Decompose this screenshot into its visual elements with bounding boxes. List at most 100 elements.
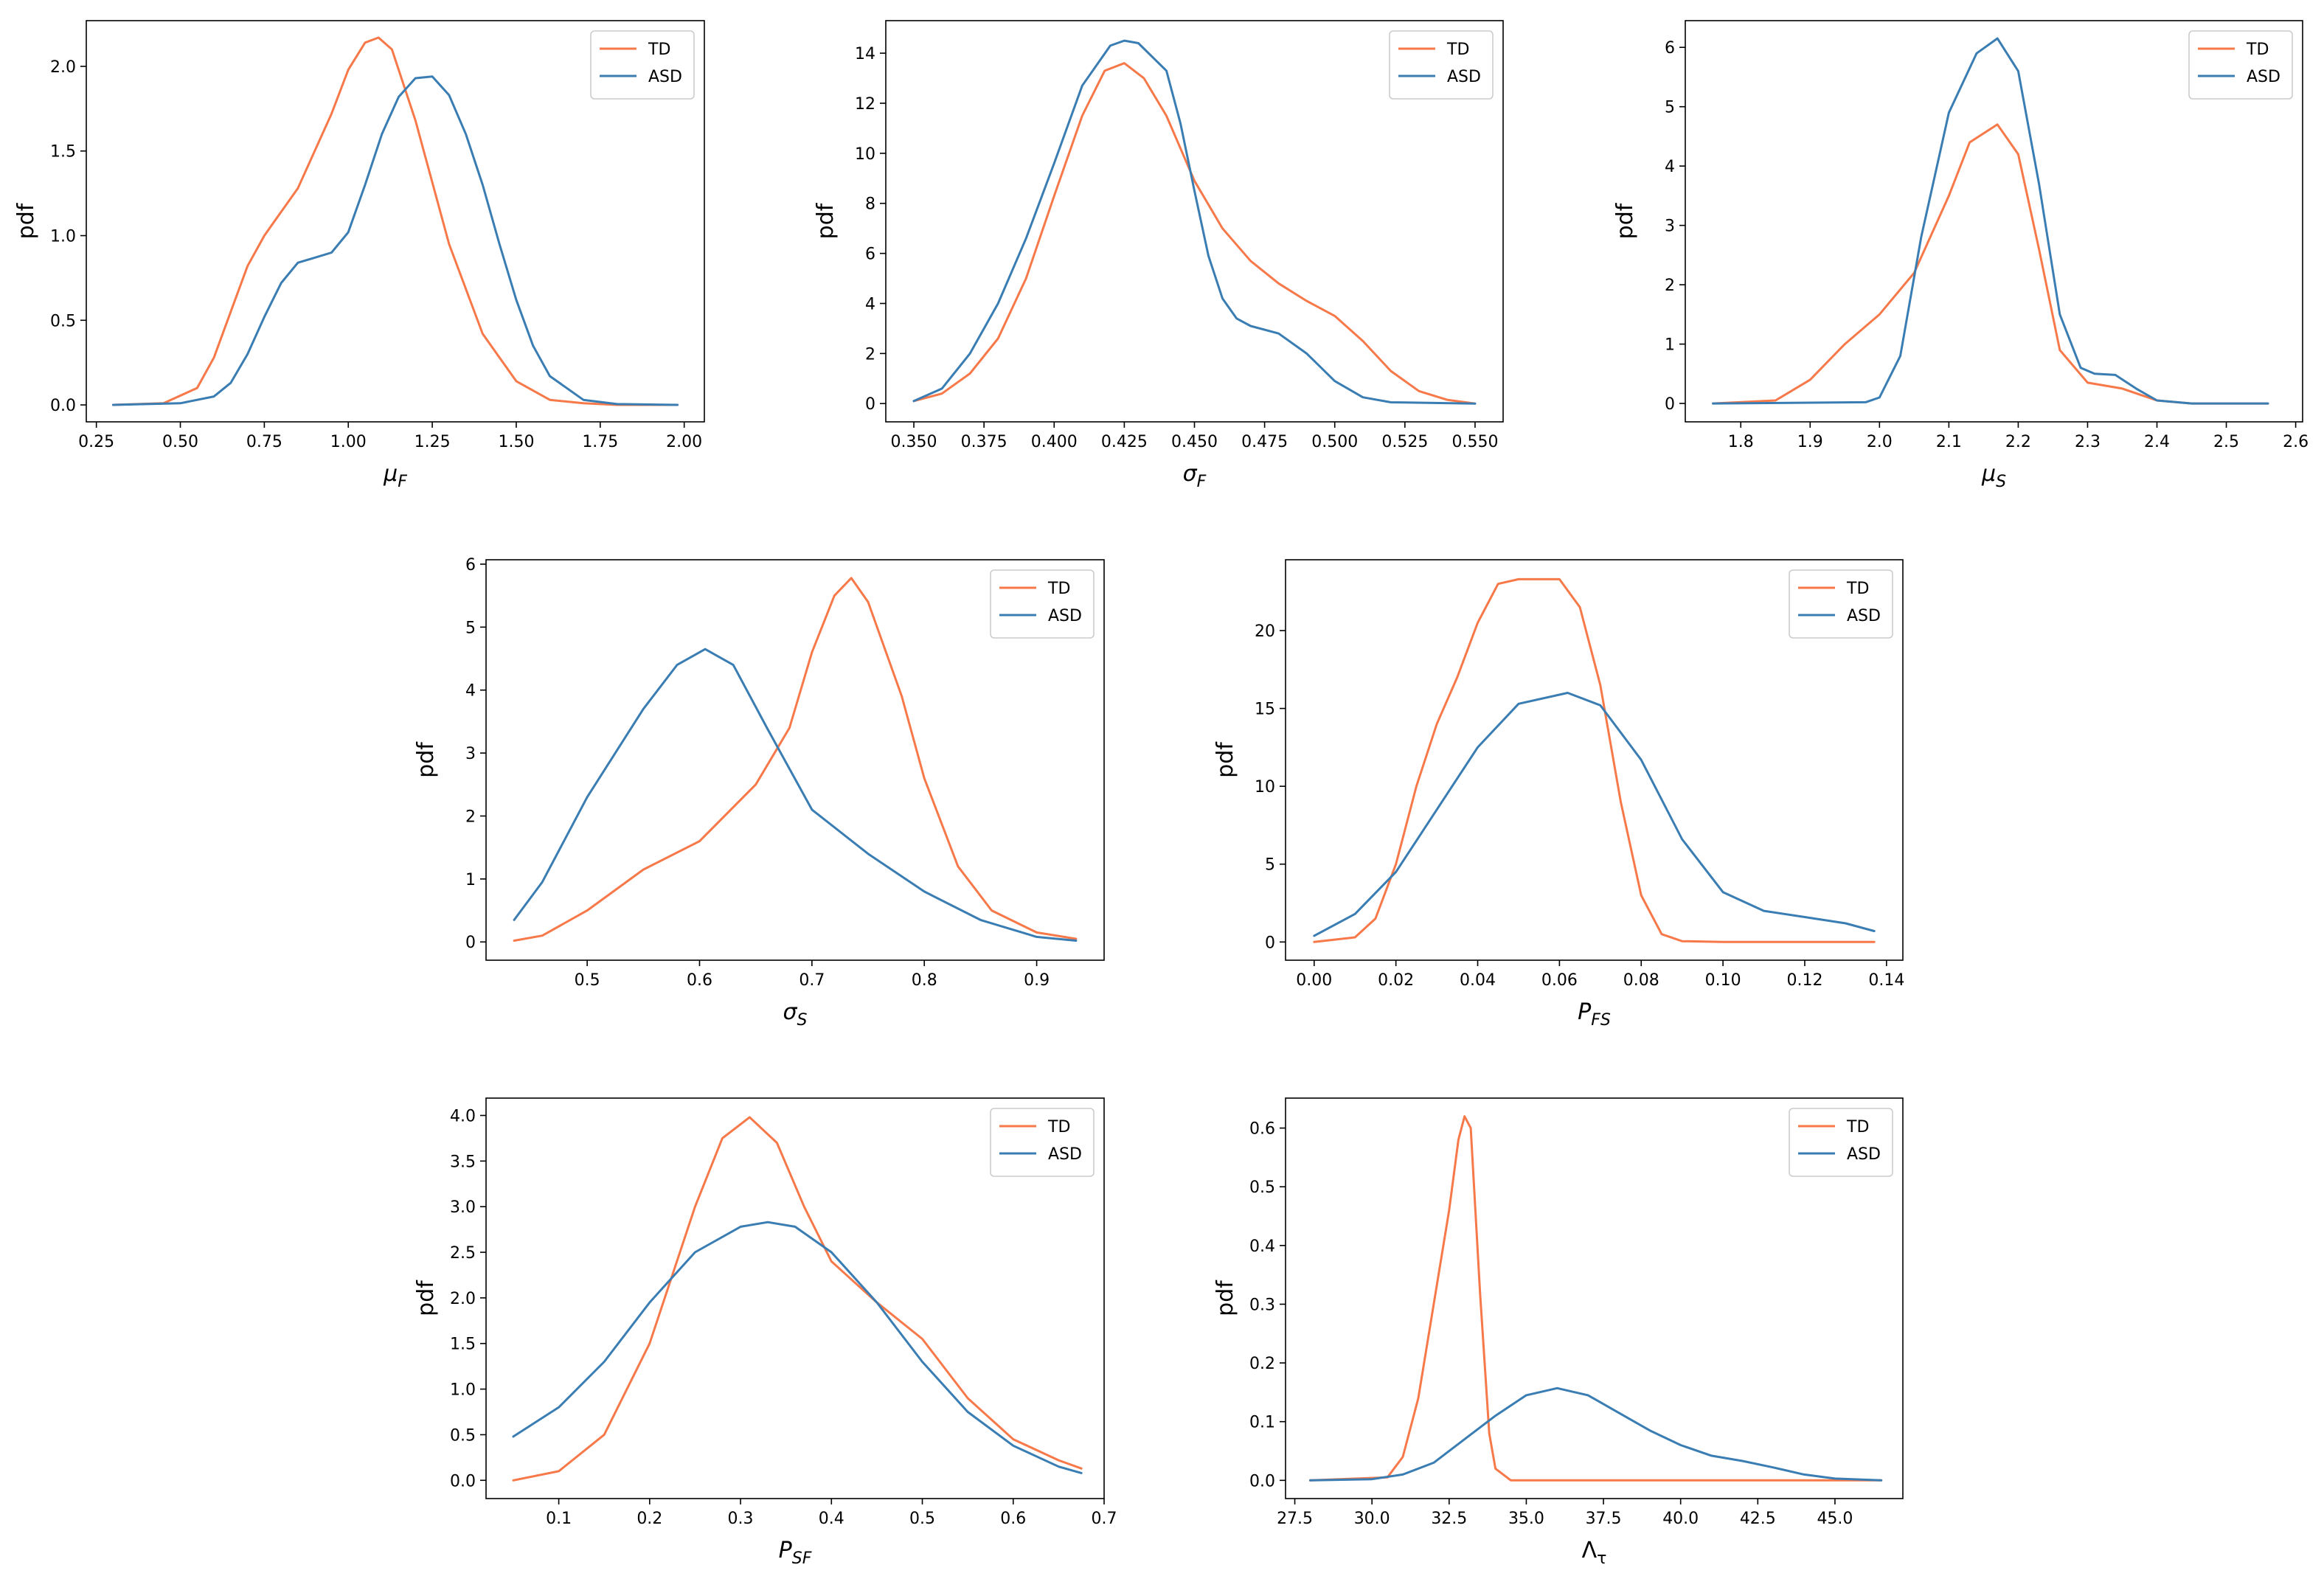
y-tick-label: 4	[865, 295, 875, 313]
y-tick-label: 10	[855, 145, 875, 164]
legend-box	[2188, 30, 2293, 100]
y-tick-label: 0.2	[1249, 1355, 1275, 1373]
y-tick-label: 1.5	[50, 143, 76, 162]
legend-label-asd: ASD	[1847, 1145, 1881, 1164]
chart-panel-7: 27.5 30.0 32.5 35.0 37.5 40.0 42.5 45.0 0.0 0.1 0.…	[1213, 1097, 1904, 1568]
legend-label-td: TD	[1846, 1118, 1869, 1136]
x-axis-label: Λτ	[1582, 1538, 1607, 1568]
legend-box	[590, 30, 695, 100]
y-tick-label: 1	[465, 871, 476, 889]
y-tick-label: 0.5	[450, 1426, 476, 1445]
legend: TD ASD	[1789, 569, 1893, 639]
y-tick-label: 5	[1665, 99, 1675, 117]
y-axis-label: pdf	[413, 741, 439, 778]
x-tick-label: 45.0	[1817, 1510, 1853, 1528]
y-tick-label: 20	[1255, 622, 1275, 641]
y-tick-label: 0.1	[1249, 1414, 1275, 1432]
legend-box	[1789, 569, 1893, 639]
legend-label-asd: ASD	[1847, 607, 1881, 625]
y-tick-label: 3.0	[450, 1198, 476, 1217]
y-tick-label: 15	[1255, 701, 1275, 719]
x-tick-label: 1.75	[582, 433, 618, 451]
y-tick-label: 3.5	[450, 1153, 476, 1171]
legend: TD ASD	[2188, 30, 2293, 100]
x-tick-label: 27.5	[1277, 1510, 1313, 1528]
y-tick-label: 2.5	[450, 1244, 476, 1263]
series-line-asd	[512, 1221, 1083, 1474]
y-tick-label: 0.0	[450, 1472, 476, 1490]
x-axis-label: μF	[383, 461, 407, 491]
legend-label-td: TD	[1047, 580, 1070, 598]
x-tick-label: 1.9	[1797, 433, 1823, 451]
y-axis-label: pdf	[13, 202, 39, 239]
y-axis-label: pdf	[413, 1280, 439, 1316]
legend: TD ASD	[590, 30, 695, 100]
series-line-asd	[912, 39, 1477, 405]
x-tick-label: 2.1	[1936, 433, 1962, 451]
x-tick-label: 0.10	[1705, 971, 1741, 990]
y-axis-label: pdf	[1612, 202, 1638, 239]
x-tick-label: 0.375	[961, 433, 1007, 451]
series-line-td	[1309, 1115, 1883, 1482]
x-tick-label: 2.3	[2075, 433, 2101, 451]
legend-label-asd: ASD	[2247, 68, 2280, 86]
y-tick-label: 1	[1665, 336, 1675, 355]
y-axis-label: pdf	[1213, 1280, 1238, 1316]
legend: TD ASD	[1389, 30, 1494, 100]
x-tick-label: 0.14	[1868, 971, 1904, 990]
x-tick-label: 0.04	[1460, 971, 1496, 990]
y-tick-label: 0	[465, 934, 476, 952]
y-tick-label: 0	[865, 395, 875, 414]
y-tick-label: 12	[855, 95, 875, 114]
x-tick-label: 0.6	[687, 971, 712, 990]
x-tick-label: 2.5	[2213, 433, 2239, 451]
x-tick-label: 0.3	[728, 1510, 754, 1528]
x-tick-label: 0.2	[637, 1510, 662, 1528]
x-tick-label: 0.525	[1381, 433, 1428, 451]
x-tick-label: 0.350	[891, 433, 937, 451]
chart-panel-6: 0.1 0.2 0.3 0.4 0.5 0.6 0.7 0.0 0.5 1.0 1.5 2.0 2.5 3…	[413, 1097, 1117, 1568]
x-tick-label: 0.7	[1092, 1510, 1117, 1528]
y-tick-label: 1.5	[450, 1336, 476, 1354]
y-tick-label: 0.4	[1249, 1237, 1275, 1256]
legend: TD ASD	[990, 1108, 1095, 1177]
y-tick-label: 4.0	[450, 1108, 476, 1126]
x-axis-label: σF	[1183, 461, 1207, 491]
x-tick-label: 30.0	[1354, 1510, 1390, 1528]
x-tick-label: 0.1	[546, 1510, 572, 1528]
legend-box	[1789, 1108, 1893, 1177]
legend: TD ASD	[1789, 1108, 1893, 1177]
y-tick-label: 6	[465, 556, 476, 574]
x-tick-label: 0.450	[1171, 433, 1218, 451]
x-tick-label: 40.0	[1662, 1510, 1699, 1528]
series-line-asd	[111, 75, 679, 406]
x-tick-label: 0.425	[1101, 433, 1148, 451]
chart-panel-1: 0.25 0.50 0.75 1.00 1.25 1.50 1.75 2.00 0.0 0.5 1.…	[13, 20, 705, 491]
x-tick-label: 1.8	[1728, 433, 1754, 451]
y-tick-label: 14	[855, 45, 875, 63]
x-tick-label: 35.0	[1508, 1510, 1544, 1528]
x-tick-label: 0.6	[1000, 1510, 1026, 1528]
legend-label-td: TD	[1047, 1118, 1070, 1136]
x-tick-label: 0.9	[1024, 971, 1050, 990]
x-tick-label: 0.00	[1296, 971, 1332, 990]
axes-frame	[1285, 559, 1904, 961]
axes-frame	[485, 559, 1105, 961]
y-tick-label: 4	[1665, 158, 1675, 176]
legend-label-asd: ASD	[1447, 68, 1481, 86]
x-axis-label: PFS	[1578, 999, 1611, 1030]
x-tick-label: 0.400	[1031, 433, 1078, 451]
y-tick-label: 0.5	[50, 312, 76, 330]
x-tick-label: 2.00	[666, 433, 702, 451]
x-tick-label: 0.8	[912, 971, 937, 990]
y-tick-label: 0.0	[50, 397, 76, 415]
x-axis-label: PSF	[779, 1538, 812, 1568]
legend-box	[990, 569, 1095, 639]
legend-label-asd: ASD	[648, 68, 682, 86]
y-tick-label: 1.0	[50, 228, 76, 246]
x-tick-label: 1.25	[414, 433, 451, 451]
x-tick-label: 0.500	[1311, 433, 1358, 451]
y-tick-label: 0	[1265, 934, 1275, 952]
y-tick-label: 0	[1665, 395, 1675, 414]
